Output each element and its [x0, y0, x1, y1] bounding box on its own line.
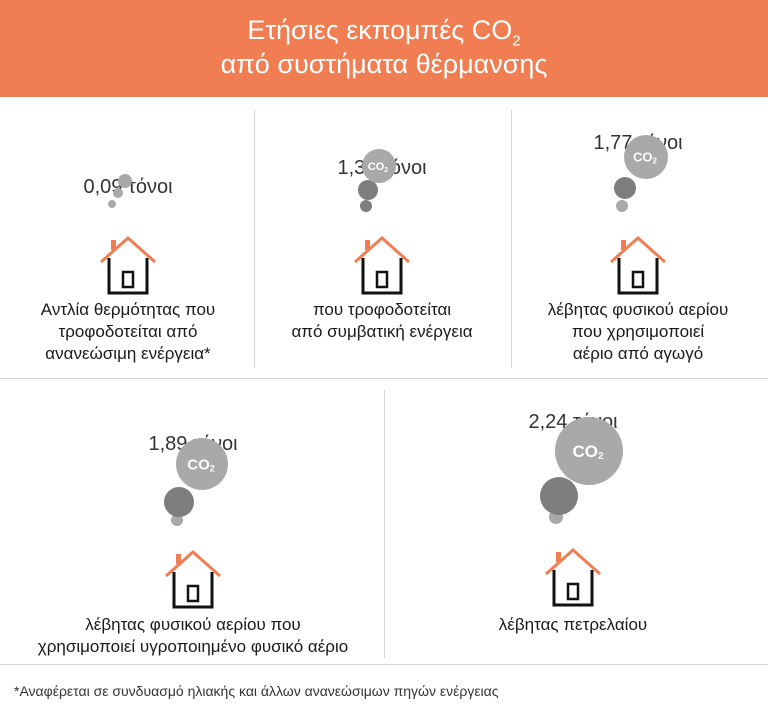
co2-bubble	[624, 135, 668, 179]
house-walls	[107, 258, 149, 295]
system-label-line: ανανεώσιμη ενέργεια*	[45, 344, 211, 363]
system-label-line: που χρησιμοποιεί	[571, 322, 705, 341]
co2-bubble	[555, 417, 623, 485]
title-subscript: 2	[512, 32, 521, 50]
roof	[354, 235, 410, 264]
smoke-puff	[614, 177, 636, 199]
system-label-line: τροφοδοτείται από	[58, 322, 198, 341]
smoke-puff	[360, 200, 372, 212]
header-banner: Ετήσιες εκπομπές CO2 από συστήματα θέρμα…	[0, 0, 768, 97]
title-text: Ετήσιες εκπομπές CO	[247, 15, 513, 45]
system-label: λέβητας φυσικού αερίου που χρησιμοποιεί υ…	[13, 614, 373, 658]
chimney	[176, 554, 181, 564]
house-walls	[617, 258, 659, 295]
house-walls	[552, 570, 594, 607]
house-smoke-icon	[100, 174, 156, 295]
co2-text: CO2	[368, 161, 389, 174]
smoke-puff	[358, 180, 378, 200]
system-label: Αντλία θερμότητας που τροφοδοτείται από αν…	[0, 299, 308, 365]
divider	[511, 110, 512, 368]
chimney	[365, 240, 370, 250]
house-door	[375, 270, 389, 289]
smoke-puff	[108, 200, 116, 208]
system-label-line: από συμβατική ενέργεια	[291, 322, 473, 341]
system-label-line: που τροφοδοτείται	[312, 300, 452, 319]
house-door	[121, 270, 135, 289]
system-label-line: Αντλία θερμότητας που	[40, 300, 216, 319]
co2-text: CO2	[572, 442, 604, 462]
smoke-puff	[113, 188, 123, 198]
smoke-puff	[540, 477, 578, 515]
chimney	[111, 240, 116, 250]
house-door	[631, 270, 645, 289]
system-label: λέβητας πετρελαίου	[393, 614, 753, 636]
house-smoke-icon: CO2	[540, 417, 623, 607]
roof	[165, 549, 221, 578]
system-label-line: λέβητας φυσικού αερίου που	[85, 615, 301, 634]
smoke-puff	[118, 174, 132, 188]
smoke-puff	[616, 200, 628, 212]
divider	[254, 110, 255, 368]
co2-text: CO2	[187, 456, 215, 473]
system-label-line: αέριο από αγωγό	[572, 344, 704, 363]
co2-text: CO2	[633, 150, 658, 166]
house-walls	[172, 572, 214, 609]
house-door	[566, 582, 580, 601]
system-label-line: χρησιμοποιεί υγροποιημένο φυσικό αέριο	[37, 637, 349, 656]
co2-bubble	[362, 149, 396, 183]
house-smoke-icon: CO2	[610, 135, 668, 295]
system-label: λέβητας φυσικού αερίου που χρησιμοποιεί αέ…	[458, 299, 768, 365]
house-door	[186, 584, 200, 603]
system-label-line: λέβητας πετρελαίου	[498, 615, 648, 634]
title-line2: από συστήματα θέρμανσης	[220, 49, 548, 79]
roof	[610, 235, 666, 264]
roof	[545, 547, 601, 576]
smoke-puff	[164, 487, 194, 517]
title-line1: Ετήσιες εκπομπές CO2	[0, 14, 768, 57]
house-walls	[361, 258, 403, 295]
footnote: *Αναφέρεται σε συνδυασμό ηλιακής και άλλ…	[14, 683, 499, 699]
system-label-line: λέβητας φυσικού αερίου	[547, 300, 729, 319]
divider	[0, 378, 768, 379]
system-label: που τροφοδοτείται από συμβατική ενέργεια	[202, 299, 562, 343]
house-smoke-icon: CO2	[354, 149, 410, 295]
roof	[100, 235, 156, 264]
divider	[0, 664, 768, 665]
co2-bubble	[176, 438, 228, 490]
chimney	[621, 240, 626, 250]
chimney	[556, 552, 561, 562]
divider	[384, 390, 385, 658]
smoke-puff	[171, 514, 183, 526]
house-smoke-icon: CO2	[164, 438, 228, 609]
